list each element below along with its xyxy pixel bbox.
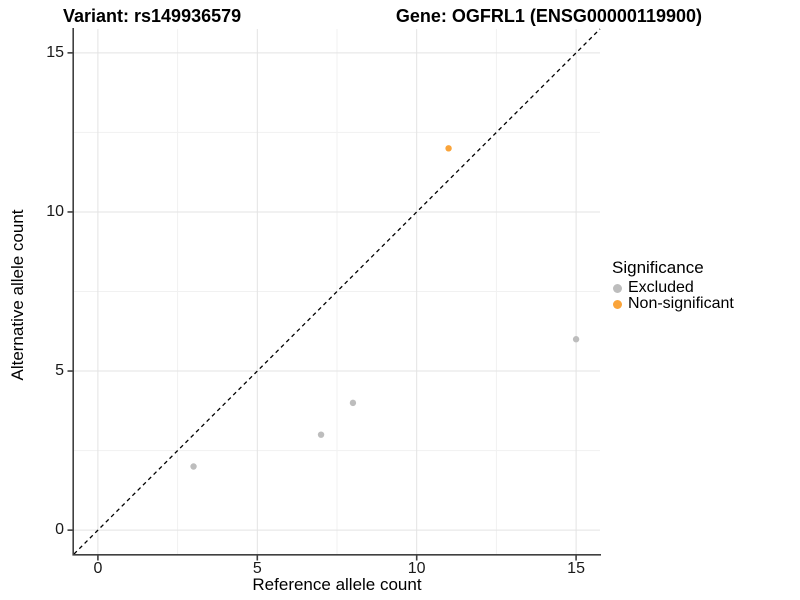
y-axis-tick-label: 15 [46,43,64,61]
y-axis-tick-label: 0 [55,521,64,539]
title-gene: Gene: OGFRL1 (ENSG00000119900) [395,6,702,26]
x-axis-tick-label: 5 [252,560,262,577]
x-axis-tick-label: 0 [93,560,103,577]
data-point-excluded [190,463,197,470]
y-axis-title: Alternative allele count [8,209,27,381]
legend-item-label: Non-significant [628,295,734,312]
legend-items: Excluded Non-significant [612,279,734,312]
legend: Significance Excluded Non-significant [612,258,734,312]
legend-item-label: Excluded [628,279,694,296]
legend-title: Significance [612,258,704,277]
y-axis-tick-label: 10 [46,202,64,220]
title-variant: Variant: rs149936579 [63,6,242,26]
y-axis-tick-label: 5 [55,362,64,380]
axis-lines [72,28,601,556]
x-axis-tick-label: 15 [567,560,585,577]
x-axis-title: Reference allele count [252,575,422,594]
data-point-excluded [349,399,357,407]
data-point-non-significant [445,145,452,152]
legend-key-dot [613,283,622,293]
data-point-excluded [317,431,325,438]
identity-line [73,28,601,555]
x-axis-tick-label: 10 [407,560,426,577]
plot-title: Variant: rs149936579 Gene: OGFRL1 (ENSG0… [63,6,702,27]
legend-item-non-significant: Non-significant [612,295,734,312]
legend-key-dot [613,299,622,309]
legend-item-excluded: Excluded [612,279,734,296]
data-point-excluded [572,336,580,343]
